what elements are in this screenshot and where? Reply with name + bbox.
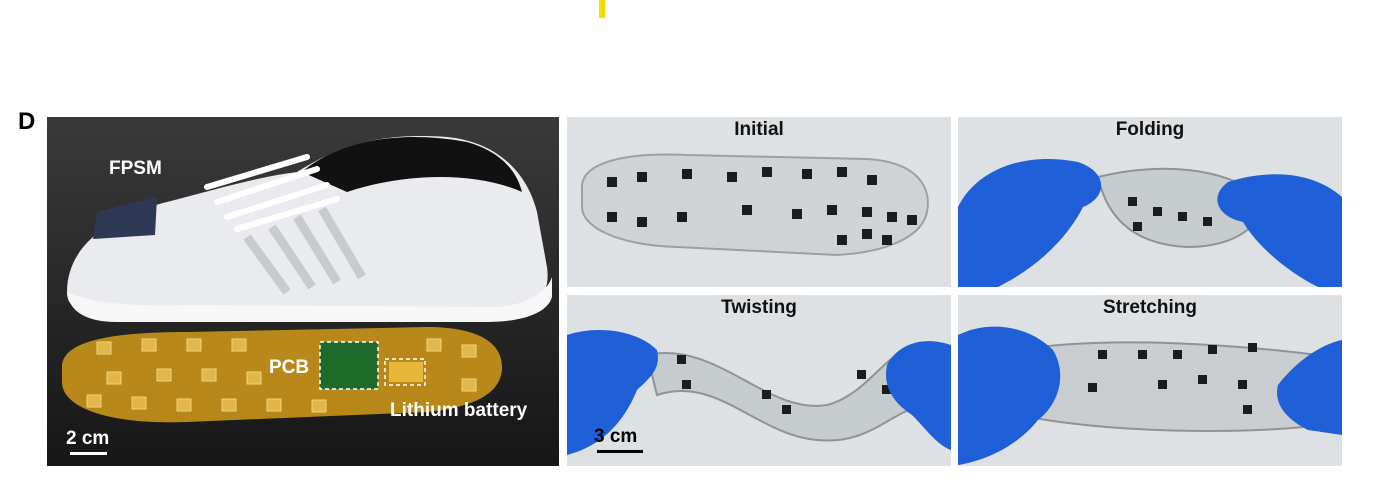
stretching-scene	[958, 326, 1342, 465]
battery	[389, 362, 423, 382]
initial-title: Initial	[734, 119, 784, 140]
initial-photo: Initial	[567, 117, 951, 287]
scale-bar-2cm	[70, 452, 107, 455]
stretching-photo: Stretching	[958, 295, 1342, 466]
right-glove	[1277, 340, 1342, 435]
battery-label: Lithium battery	[390, 400, 528, 421]
fpsm-label: FPSM	[109, 158, 162, 179]
twisting-photo: Twisting 3 cm	[567, 295, 951, 466]
panel-letter: D	[18, 108, 36, 135]
shoe-photo: FPSM PCB Lithium battery 2 cm	[47, 117, 559, 466]
amber-insole	[62, 327, 502, 423]
folding-title: Folding	[1115, 119, 1185, 140]
scale-label-3cm: 3 cm	[594, 426, 638, 447]
left-glove	[958, 326, 1061, 465]
stretching-title: Stretching	[1103, 297, 1197, 318]
left-glove	[958, 159, 1102, 287]
pcb-board	[320, 342, 378, 389]
folding-scene	[958, 159, 1342, 287]
left-glove	[567, 330, 658, 455]
twisting-title: Twisting	[721, 297, 797, 318]
right-glove	[886, 341, 951, 450]
scale-label-2cm: 2 cm	[66, 428, 110, 449]
shoe-illustration	[47, 117, 559, 466]
initial-insole	[581, 153, 929, 257]
yellow-marker	[599, 0, 605, 18]
pcb-label: PCB	[269, 357, 310, 378]
scale-bar-3cm	[597, 450, 643, 453]
twisting-scene	[567, 330, 951, 455]
folding-photo: Folding	[958, 117, 1342, 287]
fpsm-patch	[93, 197, 157, 239]
right-glove	[1217, 174, 1342, 287]
